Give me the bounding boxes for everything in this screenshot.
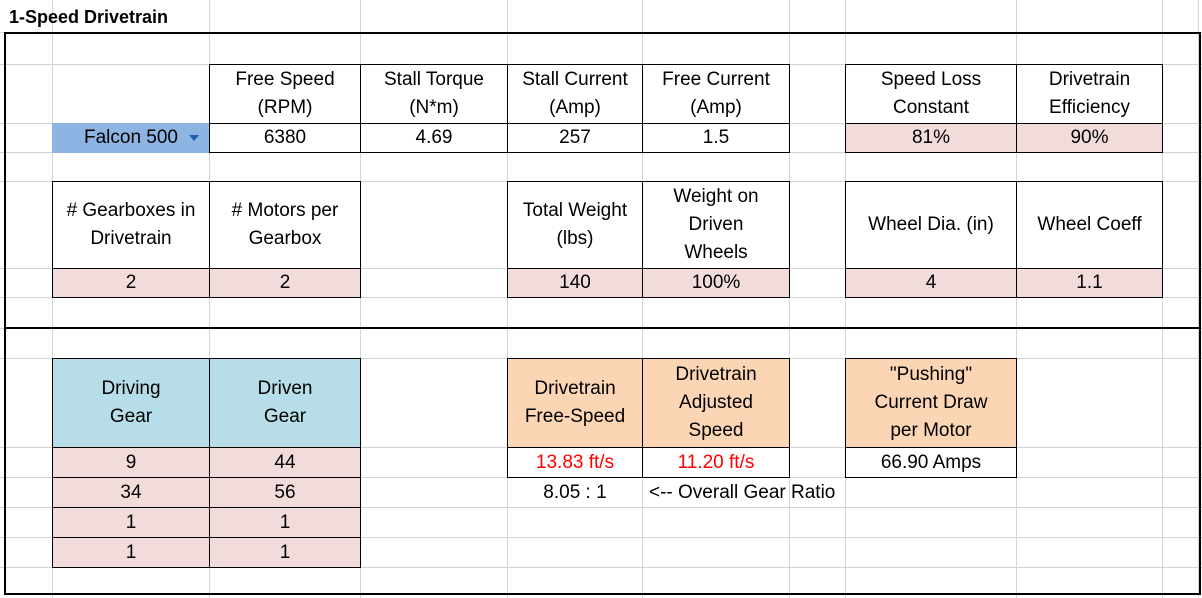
header-gearboxes: # Gearboxes in Drivetrain xyxy=(52,181,210,269)
value-wheel-dia[interactable]: 4 xyxy=(845,268,1017,298)
gear-row-4-driven[interactable]: 1 xyxy=(209,537,361,568)
gear-row-1-driven[interactable]: 44 xyxy=(209,447,361,478)
header-free-speed: Free Speed (RPM) xyxy=(209,64,361,124)
value-total-weight[interactable]: 140 xyxy=(507,268,643,298)
header-wheel-dia: Wheel Dia. (in) xyxy=(845,181,1017,269)
gear-row-3-driven[interactable]: 1 xyxy=(209,507,361,538)
value-speed-loss[interactable]: 81% xyxy=(845,123,1017,153)
header-wheel-coeff: Wheel Coeff xyxy=(1016,181,1163,269)
gear-row-2-driving[interactable]: 34 xyxy=(52,477,210,508)
value-wheel-coeff[interactable]: 1.1 xyxy=(1016,268,1163,298)
dropdown-arrow-icon[interactable] xyxy=(189,135,199,141)
header-free-current: Free Current (Amp) xyxy=(642,64,790,124)
header-drivetrain-free-speed: Drivetrain Free-Speed xyxy=(507,358,643,448)
gear-row-3-driving[interactable]: 1 xyxy=(52,507,210,538)
header-driven-gear: Driven Gear xyxy=(209,358,361,448)
gear-ratio-value: 8.05 : 1 xyxy=(543,481,607,503)
gear-row-4-driving[interactable]: 1 xyxy=(52,537,210,568)
result-pushing-current: 66.90 Amps xyxy=(845,447,1017,478)
gear-ratio-cell: 8.05 : 1 xyxy=(507,477,643,508)
value-stall-torque[interactable]: 4.69 xyxy=(360,123,508,153)
sheet-title: 1-Speed Drivetrain xyxy=(9,7,169,27)
header-driving-gear: Driving Gear xyxy=(52,358,210,448)
gear-row-1-driving[interactable]: 9 xyxy=(52,447,210,478)
value-weight-driven[interactable]: 100% xyxy=(642,268,790,298)
value-motors-per-gearbox[interactable]: 2 xyxy=(209,268,361,298)
value-free-current[interactable]: 1.5 xyxy=(642,123,790,153)
header-speed-loss: Speed Loss Constant xyxy=(845,64,1017,124)
motor-select-dropdown[interactable]: Falcon 500 xyxy=(52,123,210,153)
header-stall-current: Stall Current (Amp) xyxy=(507,64,643,124)
gear-row-2-driven[interactable]: 56 xyxy=(209,477,361,508)
value-gearboxes[interactable]: 2 xyxy=(52,268,210,298)
header-motors-per-gearbox: # Motors per Gearbox xyxy=(209,181,361,269)
header-total-weight: Total Weight (lbs) xyxy=(507,181,643,269)
gear-ratio-note: <-- Overall Gear Ratio xyxy=(649,482,836,503)
bottom-section-frame xyxy=(4,327,1201,595)
header-weight-driven: Weight on Driven Wheels xyxy=(642,181,790,269)
header-stall-torque: Stall Torque (N*m) xyxy=(360,64,508,124)
value-efficiency[interactable]: 90% xyxy=(1016,123,1163,153)
result-free-speed: 13.83 ft/s xyxy=(507,447,643,478)
value-free-speed[interactable]: 6380 xyxy=(209,123,361,153)
motor-select-value: Falcon 500 xyxy=(83,127,178,148)
header-drivetrain-adjusted-speed: Drivetrain Adjusted Speed xyxy=(642,358,790,448)
result-adjusted-speed: 11.20 ft/s xyxy=(642,447,790,478)
value-stall-current[interactable]: 257 xyxy=(507,123,643,153)
header-pushing-current: "Pushing" Current Draw per Motor xyxy=(845,358,1017,448)
header-efficiency: Drivetrain Efficiency xyxy=(1016,64,1163,124)
